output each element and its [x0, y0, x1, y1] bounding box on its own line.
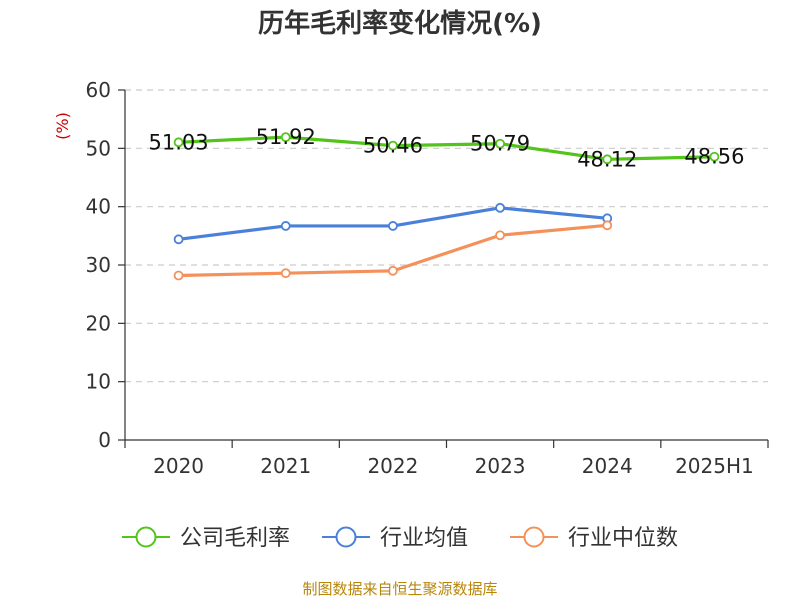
- y-tick-label: 50: [86, 136, 111, 160]
- data-label: 50.46: [363, 134, 423, 158]
- x-tick-label: 2021: [260, 454, 311, 478]
- data-point: [602, 154, 613, 165]
- legend-label: 行业中位数: [568, 526, 678, 551]
- y-tick-label: 10: [86, 370, 111, 394]
- data-label: 48.56: [684, 145, 744, 169]
- y-tick-label: 40: [86, 195, 111, 219]
- data-point: [173, 137, 184, 148]
- legend: 公司毛利率 行业均值 行业中位数: [122, 526, 678, 551]
- x-tick-label: 2024: [582, 454, 633, 478]
- x-tick-label: 2020: [153, 454, 204, 478]
- series-lines: [173, 132, 720, 281]
- legend-label: 公司毛利率: [180, 526, 290, 551]
- data-point: [173, 270, 184, 281]
- grid-lines: [125, 89, 768, 383]
- data-point: [280, 221, 291, 231]
- data-point: [388, 265, 398, 276]
- legend-marker-icon: [335, 526, 357, 548]
- x-tick-label: 2022: [367, 454, 418, 478]
- data-point: [388, 221, 398, 231]
- data-label: 50.79: [470, 132, 530, 156]
- axes: 0 10 20 30 40 50 60 2020 2021 2022 2023 2024 2025H1: [86, 78, 769, 478]
- x-tick-label: 2025H1: [675, 454, 754, 478]
- data-point: [602, 220, 613, 231]
- source-note: 制图数据来自恒生聚源数据库: [302, 580, 497, 598]
- data-point: [280, 268, 291, 279]
- data-point: [495, 138, 505, 149]
- y-tick-label: 60: [86, 78, 111, 102]
- data-label: 51.03: [149, 130, 209, 154]
- data-point: [280, 132, 291, 143]
- data-label: 51.92: [256, 125, 316, 149]
- y-tick-label: 0: [98, 428, 111, 452]
- y-tick-label: 30: [86, 253, 111, 277]
- data-label: 48.12: [577, 147, 637, 171]
- data-point: [495, 230, 505, 241]
- y-axis-unit-label: (%): [53, 112, 72, 140]
- y-tick-label: 20: [86, 311, 111, 335]
- data-labels: 51.03 51.92 50.46 50.79 48.12 48.56: [149, 125, 745, 171]
- chart-title: 历年毛利率变化情况(%): [258, 8, 542, 39]
- x-tick-label: 2023: [475, 454, 526, 478]
- legend-marker-icon: [135, 526, 157, 548]
- legend-marker-icon: [523, 526, 545, 548]
- data-point: [388, 140, 398, 151]
- data-point: [709, 151, 720, 162]
- series-line: [178, 135, 715, 161]
- legend-label: 行业均值: [380, 526, 468, 551]
- data-point: [495, 202, 505, 213]
- data-point: [173, 234, 184, 245]
